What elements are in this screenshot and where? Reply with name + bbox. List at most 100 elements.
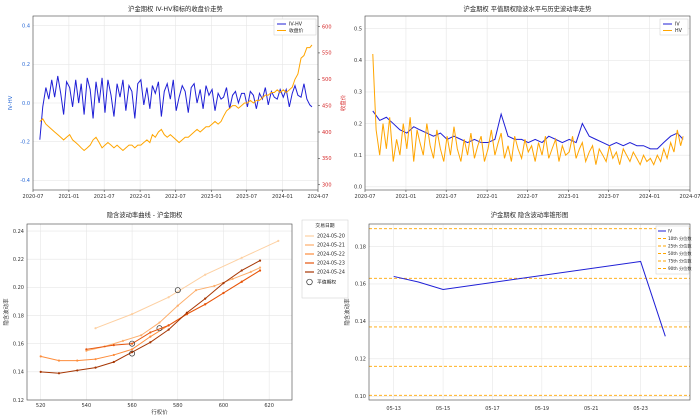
data-point — [258, 266, 262, 269]
y-tick-label: 0.0 — [354, 185, 362, 191]
y-tick-label: 0.16 — [355, 282, 366, 288]
data-point — [258, 259, 262, 262]
y-tick-label: 0.2 — [22, 62, 30, 68]
y2-tick-label: 600 — [322, 24, 332, 30]
series-iv-line — [372, 110, 684, 150]
data-point — [112, 360, 115, 364]
data-point — [204, 273, 207, 276]
data-point — [94, 327, 97, 330]
x-tick-label: 2024-07 — [308, 194, 329, 200]
data-point — [231, 277, 234, 281]
legend-label: HV — [675, 28, 683, 34]
chart-vol-smile: 520 540 560 580 600 620 0.12 0.14 0.16 0.18 0.20 0.… — [2, 210, 349, 416]
y2-tick-label: 500 — [322, 77, 332, 83]
x-tick-label: 2020-07 — [23, 194, 44, 200]
y2-tick-label: 400 — [322, 130, 332, 136]
data-point — [185, 311, 189, 314]
series-line-2024-05-24 — [40, 260, 261, 374]
y-tick-label: 0.24 — [13, 229, 24, 235]
x-tick-label: 2022-07 — [517, 194, 538, 200]
data-point — [258, 269, 262, 272]
y-tick-label: 0.10 — [355, 394, 366, 400]
y-tick-label: 0.1 — [354, 153, 362, 159]
legend-label: 10th 分位数 — [668, 235, 692, 242]
chart-title: 沪金期权 隐含波动率锥形图 — [491, 210, 569, 219]
legend-label: 2024-05-22 — [317, 252, 345, 258]
data-point — [194, 289, 198, 292]
series-hv-line — [372, 53, 684, 166]
y-tick-label: 0.18 — [13, 313, 24, 319]
data-point — [277, 239, 280, 242]
legend-atm-swatch — [306, 278, 313, 286]
legend-box — [655, 225, 690, 275]
y-tick-label: 0.2 — [354, 121, 362, 127]
x-tick-label: 05-15 — [436, 406, 451, 412]
x-tick-label: 05-21 — [584, 406, 599, 412]
data-point — [222, 282, 225, 285]
legend-label: IV — [675, 22, 680, 28]
data-point — [240, 280, 243, 283]
data-point — [130, 351, 134, 354]
x-tick-label: 2021-01 — [58, 194, 79, 200]
y-axis-label: 隐含波动率 — [343, 298, 351, 326]
atm-marker — [129, 340, 136, 347]
legend-label: 50th 分位数 — [668, 250, 692, 257]
x-tick-label: 2023-07 — [236, 194, 257, 200]
series-iv-line — [393, 260, 666, 337]
y2-tick-label: 300 — [322, 183, 332, 189]
chart-title: 沪金期权 IV-HV和标的收盘价走势 — [128, 4, 223, 13]
y-tick-label: 0.0 — [22, 101, 30, 107]
legend-label: 2024-05-20 — [317, 234, 345, 240]
data-point — [240, 269, 243, 272]
legend-label: 75th 分位数 — [668, 258, 692, 265]
series-line-2024-05-23 — [86, 270, 261, 350]
x-tick-label: 2021-01 — [395, 194, 416, 200]
x-tick-label: 2023-07 — [598, 194, 619, 200]
x-tick-label: 05-13 — [386, 406, 401, 412]
x-tick-label: 2022-07 — [165, 194, 186, 200]
data-point — [158, 321, 161, 324]
data-point — [240, 256, 243, 259]
legend-label: 25th 分位数 — [668, 243, 692, 250]
plot-frame — [368, 223, 691, 401]
data-point — [213, 284, 216, 288]
y-tick-label: 0.16 — [13, 341, 24, 347]
x-tick-label: 2024-01 — [639, 194, 660, 200]
data-point — [112, 343, 115, 347]
atm-marker — [174, 287, 181, 294]
y2-tick-label: 450 — [322, 103, 332, 109]
data-point — [149, 331, 152, 334]
data-point — [94, 366, 97, 369]
legend-label: 收盘价 — [289, 27, 304, 34]
series-line-2024-05-21 — [86, 267, 261, 352]
legend-title: 交易日期 — [315, 222, 334, 229]
y-tick-label: 0.22 — [13, 257, 24, 263]
y-tick-label: 0.4 — [354, 58, 362, 64]
data-point — [130, 313, 134, 316]
data-point — [130, 342, 134, 345]
data-point — [204, 303, 207, 306]
y-tick-label: 0.12 — [355, 357, 366, 363]
legend-box — [659, 18, 689, 36]
x-tick-label: 2023-01 — [558, 194, 579, 200]
x-tick-label: 2022-01 — [477, 194, 498, 200]
data-point — [39, 370, 42, 373]
y-tick-label: 0.14 — [355, 319, 366, 325]
legend-label: 2024-05-23 — [317, 261, 345, 267]
data-point — [149, 341, 152, 344]
data-point — [57, 359, 61, 362]
x-tick-label: 2024-07 — [680, 194, 700, 200]
y-tick-label: 0.5 — [354, 26, 362, 32]
data-point — [140, 334, 143, 337]
series-iv-hv-line — [39, 75, 313, 140]
x-tick-label: 560 — [127, 403, 137, 409]
x-tick-label: 2024-01 — [272, 194, 293, 200]
data-point — [204, 297, 207, 300]
y2-tick-label: 550 — [322, 51, 332, 57]
x-tick-label: 580 — [173, 403, 183, 409]
y-axis-label: 隐含波动率 — [2, 298, 10, 326]
y-tick-label: 0.12 — [13, 398, 24, 404]
legend-box — [301, 219, 349, 299]
series-line-2024-05-20 — [95, 240, 279, 329]
